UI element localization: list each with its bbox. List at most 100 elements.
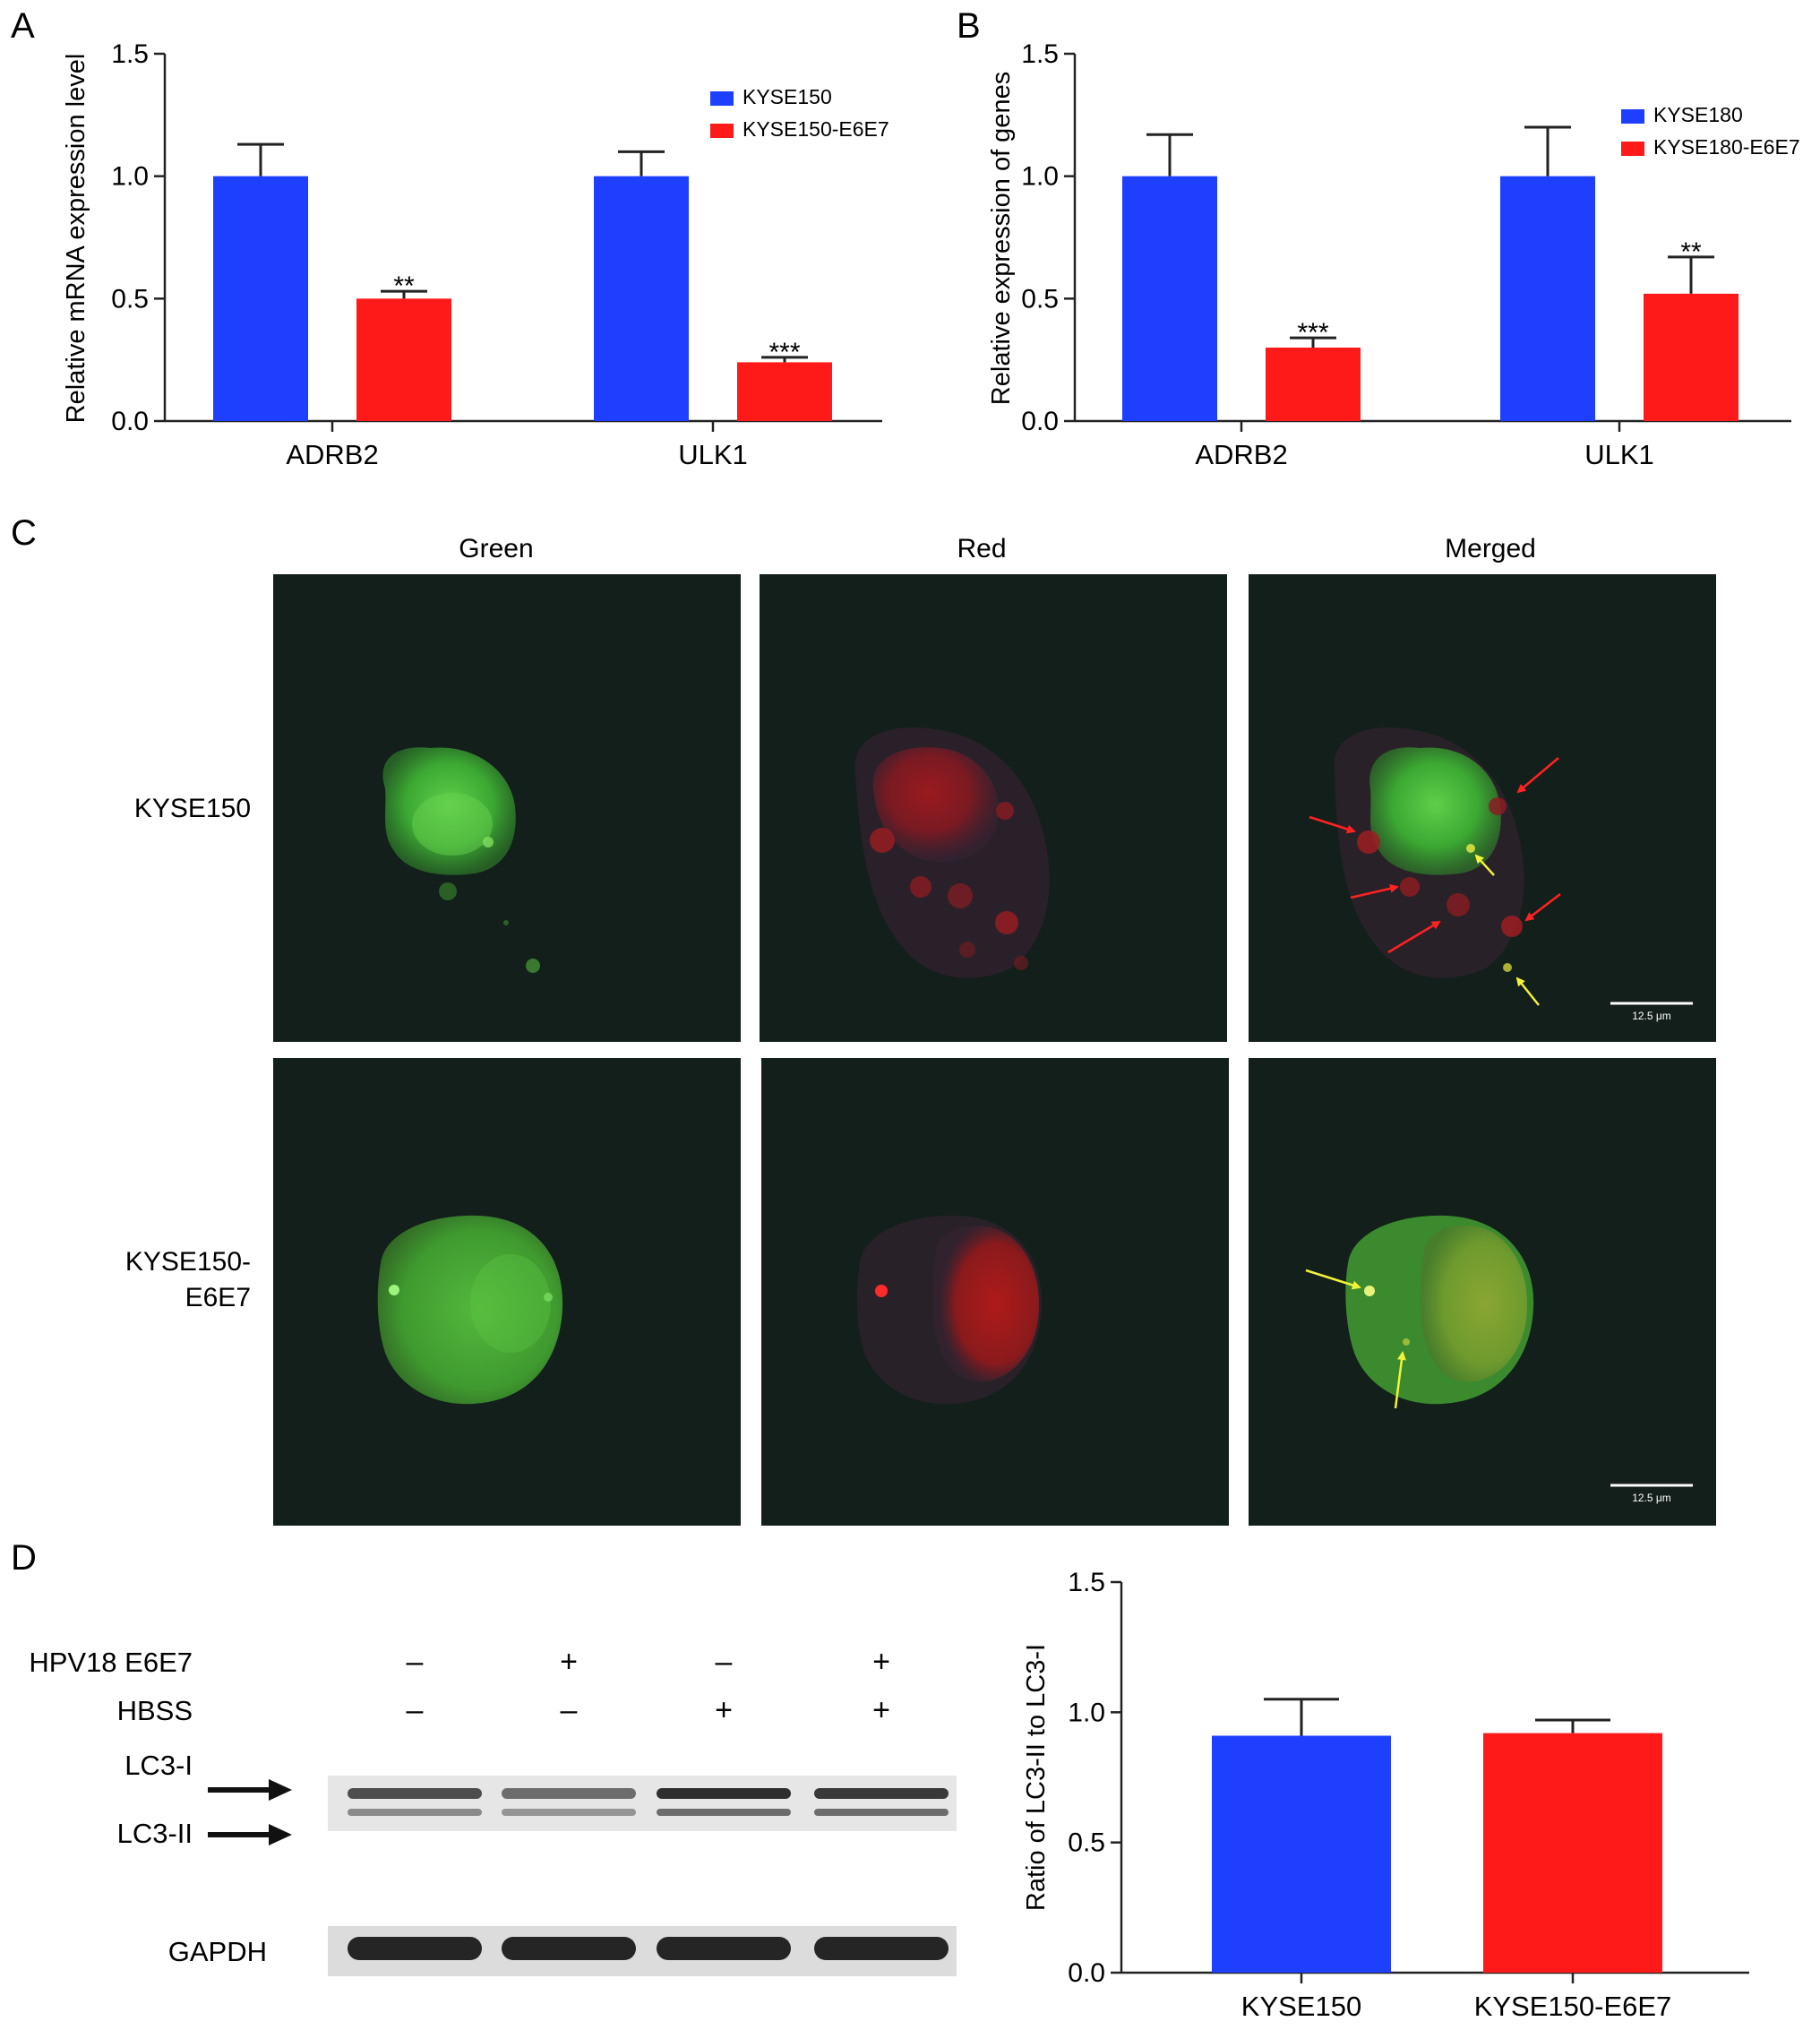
panel-letter-b: B — [957, 6, 981, 46]
band-label-gapdh: GAPDH — [168, 1936, 267, 1967]
chart-b-y-tick-label: 0.0 — [1021, 407, 1059, 436]
chart-b-y-tick-label: 0.5 — [1021, 284, 1059, 314]
blot-label-hpv18: HPV18 E6E7 — [29, 1647, 193, 1678]
chart-b-significance: ** — [1680, 237, 1702, 267]
chart-d-y-tick-label: 1.5 — [1068, 1568, 1105, 1597]
column-label-red: Red — [957, 534, 1006, 563]
band-lc3-1 — [657, 1788, 791, 1799]
chart-a-bar — [356, 298, 451, 421]
arrow-red-5 — [1524, 893, 1561, 922]
chart-a-y-tick-label: 1.5 — [111, 39, 149, 69]
column-label-green: Green — [459, 534, 533, 563]
panel-letter-a: A — [11, 6, 35, 46]
band-lc3-1 — [814, 1788, 949, 1799]
chart-b-significance: *** — [1297, 318, 1328, 348]
blot-sign: + — [872, 1645, 890, 1679]
scale-bar-label-1: 12.5 μm — [1632, 1010, 1671, 1022]
arrow-yellow-2 — [1515, 976, 1540, 1006]
arrow-red-1 — [1309, 815, 1356, 834]
chart-d-x-tick-label: KYSE150-E6E7 — [1474, 1991, 1672, 2022]
chart-b-x-tick-label: ADRB2 — [1195, 439, 1287, 470]
blot-sign: – — [716, 1645, 733, 1679]
chart-a-bar — [594, 176, 689, 421]
chart-a-legend-swatch — [710, 124, 734, 138]
band-label-lc3-2: LC3-II — [117, 1818, 193, 1849]
chart-a-bar — [737, 362, 832, 421]
band-lc3-2 — [814, 1809, 949, 1816]
chart-a-y-tick-label: 0.5 — [111, 284, 149, 314]
band-lc3-2 — [502, 1809, 636, 1816]
chart-b-y-tick-label: 1.5 — [1021, 39, 1059, 69]
arrow-red-4 — [1387, 920, 1441, 954]
blot-membrane-lc3 — [328, 1776, 957, 1831]
arrow-yellow-1 — [1474, 854, 1495, 876]
chart-a-x-tick-label: ULK1 — [678, 439, 748, 470]
chart-d-y-label: Ratio of LC3-II to LC3-I — [1022, 1644, 1051, 1911]
chart-d-x-tick-label: KYSE150 — [1241, 1991, 1361, 2022]
chart-a-legend-swatch — [710, 91, 734, 106]
micrograph-kyse150-e6e7-merged: 12.5 μm — [1249, 1058, 1716, 1526]
band-lc3-2 — [348, 1809, 482, 1816]
blot-sign: – — [407, 1693, 424, 1727]
chart-a-y-label: Relative mRNA expression level — [62, 54, 90, 424]
chart-b-bar — [1122, 176, 1217, 421]
micrograph-kyse150-e6e7-green — [273, 1058, 741, 1526]
chart-b-legend-swatch — [1621, 109, 1644, 124]
chart-d-y-tick-label: 0.5 — [1068, 1828, 1105, 1858]
blot-sign: + — [715, 1693, 733, 1727]
chart-b-bar — [1266, 348, 1361, 421]
chart-b-bar — [1644, 293, 1738, 421]
arrow-red-2 — [1516, 757, 1559, 794]
blot-sign: + — [872, 1693, 890, 1727]
blot-sign: – — [561, 1693, 578, 1727]
arrow-yellow-3 — [1305, 1269, 1361, 1290]
chart-b-x-tick-label: ULK1 — [1584, 439, 1654, 470]
micrograph-kyse150-e6e7-red — [761, 1058, 1229, 1526]
panel-letter-d: D — [11, 1538, 37, 1578]
western-blot: HPV18 E6E7 HBSS – + – + – – + + LC3-I LC3-II GA… — [29, 1645, 957, 1976]
band-gapdh — [502, 1937, 636, 1960]
micrograph-kyse150-merged: 12.5 μm — [1249, 574, 1716, 1042]
chart-b-legend-swatch — [1621, 142, 1644, 156]
band-lc3-1 — [502, 1788, 636, 1799]
chart-a-legend-label: KYSE150-E6E7 — [743, 117, 889, 141]
band-gapdh — [657, 1937, 791, 1960]
column-label-merged: Merged — [1445, 534, 1536, 563]
row-label-e6e7-line2: E6E7 — [185, 1283, 251, 1312]
chart-a-significance: ** — [393, 271, 415, 301]
arrow-lc3-1-head — [269, 1779, 292, 1801]
chart-d-y-tick-label: 1.0 — [1068, 1698, 1105, 1727]
arrow-yellow-4 — [1394, 1351, 1406, 1409]
band-lc3-2 — [657, 1809, 791, 1816]
row-label-e6e7-line1: KYSE150- — [125, 1247, 251, 1277]
chart-a-bar — [213, 176, 308, 421]
chart-a-x-tick-label: ADRB2 — [286, 439, 378, 470]
chart-d-bar — [1483, 1733, 1662, 1973]
chart-a-y-tick-label: 0.0 — [111, 407, 149, 436]
band-lc3-1 — [348, 1788, 482, 1799]
arrow-lc3-2-head — [269, 1824, 292, 1845]
micrograph-kyse150-green — [273, 574, 741, 1042]
chart-b-legend-label: KYSE180-E6E7 — [1653, 135, 1800, 159]
chart-d-y-tick-label: 0.0 — [1068, 1958, 1105, 1988]
blot-sign: – — [407, 1645, 424, 1679]
chart-a-significance: *** — [768, 338, 800, 367]
chart-b-y-label: Relative expression of genes — [987, 72, 1016, 405]
band-gapdh — [814, 1937, 949, 1960]
chart-b-y-tick-label: 1.0 — [1021, 162, 1059, 192]
band-label-lc3-1: LC3-I — [124, 1750, 193, 1781]
chart-d: 0.0 0.5 1.0 1.5 KYSE150 KYSE150-E6E7 Ratio of… — [1022, 1568, 1749, 2022]
blot-sign: + — [560, 1645, 578, 1679]
panel-letter-c: C — [11, 513, 37, 553]
chart-b-legend-label: KYSE180 — [1653, 103, 1743, 126]
chart-a-y-tick-label: 1.0 — [111, 162, 149, 192]
chart-d-bar — [1212, 1735, 1391, 1973]
row-label-kyse150: KYSE150 — [134, 794, 251, 823]
band-gapdh — [348, 1937, 482, 1960]
arrow-red-3 — [1350, 883, 1399, 899]
blot-label-hbss: HBSS — [117, 1695, 193, 1726]
chart-b-bar — [1500, 176, 1595, 421]
